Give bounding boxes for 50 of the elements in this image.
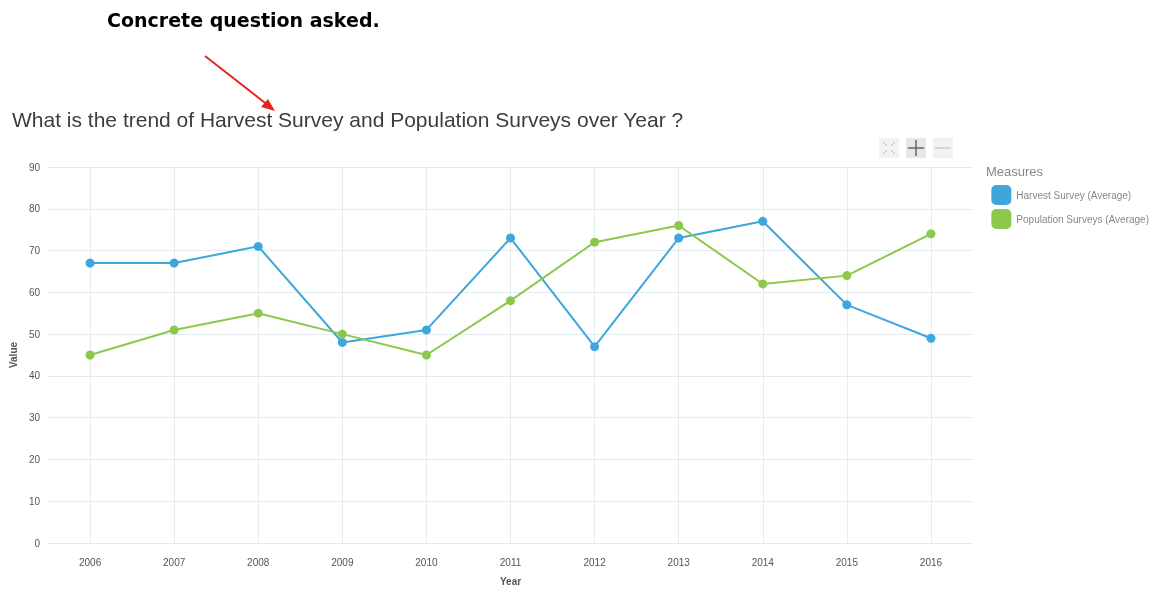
point xyxy=(590,237,600,247)
point xyxy=(253,308,263,318)
x-axis-title: Year xyxy=(499,575,522,587)
point xyxy=(85,258,95,268)
x-tick-label: 2011 xyxy=(499,556,522,568)
point xyxy=(169,325,179,335)
point xyxy=(758,216,768,226)
y-tick-label: 70 xyxy=(28,245,41,257)
point xyxy=(590,342,600,352)
point xyxy=(421,350,431,360)
y-tick-label: 30 xyxy=(28,412,41,424)
text: Concrete question asked. xyxy=(107,8,381,33)
legend-label: Population Surveys (Average) xyxy=(1016,213,1150,225)
point xyxy=(674,220,684,230)
point xyxy=(85,350,95,360)
point xyxy=(253,241,263,251)
chart-title: What is the trend of Harvest Survey and Population Surveys over Year ? xyxy=(12,108,684,132)
y-tick-label: 40 xyxy=(28,370,41,382)
point xyxy=(337,337,347,347)
y-tick-label: 80 xyxy=(28,203,41,215)
y-tick-label: 60 xyxy=(28,286,41,298)
x-tick-label: 2006 xyxy=(78,556,102,568)
point xyxy=(842,300,852,310)
point xyxy=(506,233,516,243)
point xyxy=(842,271,852,281)
x-tick-label: 2014 xyxy=(751,556,775,568)
x-tick-label: 2012 xyxy=(583,556,607,568)
point xyxy=(926,229,936,239)
y-tick-label: 0 xyxy=(34,537,41,549)
x-tick-label: 2015 xyxy=(835,556,859,568)
point xyxy=(758,279,768,289)
point xyxy=(169,258,179,268)
y-tick-label: 50 xyxy=(28,328,41,340)
legend-title: Measures xyxy=(986,164,1044,179)
x-tick-label: 2013 xyxy=(667,556,691,568)
point xyxy=(506,296,516,306)
x-tick-label: 2008 xyxy=(247,556,270,568)
legend-label: Harvest Survey (Average) xyxy=(1016,189,1132,201)
y-tick-label: 90 xyxy=(28,161,41,173)
x-tick-label: 2010 xyxy=(415,556,438,568)
y-axis-title: Value xyxy=(7,341,19,369)
point xyxy=(674,233,684,243)
point xyxy=(926,333,936,343)
point xyxy=(337,329,347,339)
x-tick-label: 2009 xyxy=(331,556,354,568)
y-tick-label: 20 xyxy=(28,453,41,465)
x-tick-label: 2007 xyxy=(163,556,186,568)
point xyxy=(421,325,431,335)
y-tick-label: 10 xyxy=(28,495,41,507)
x-tick-label: 2016 xyxy=(919,556,943,568)
